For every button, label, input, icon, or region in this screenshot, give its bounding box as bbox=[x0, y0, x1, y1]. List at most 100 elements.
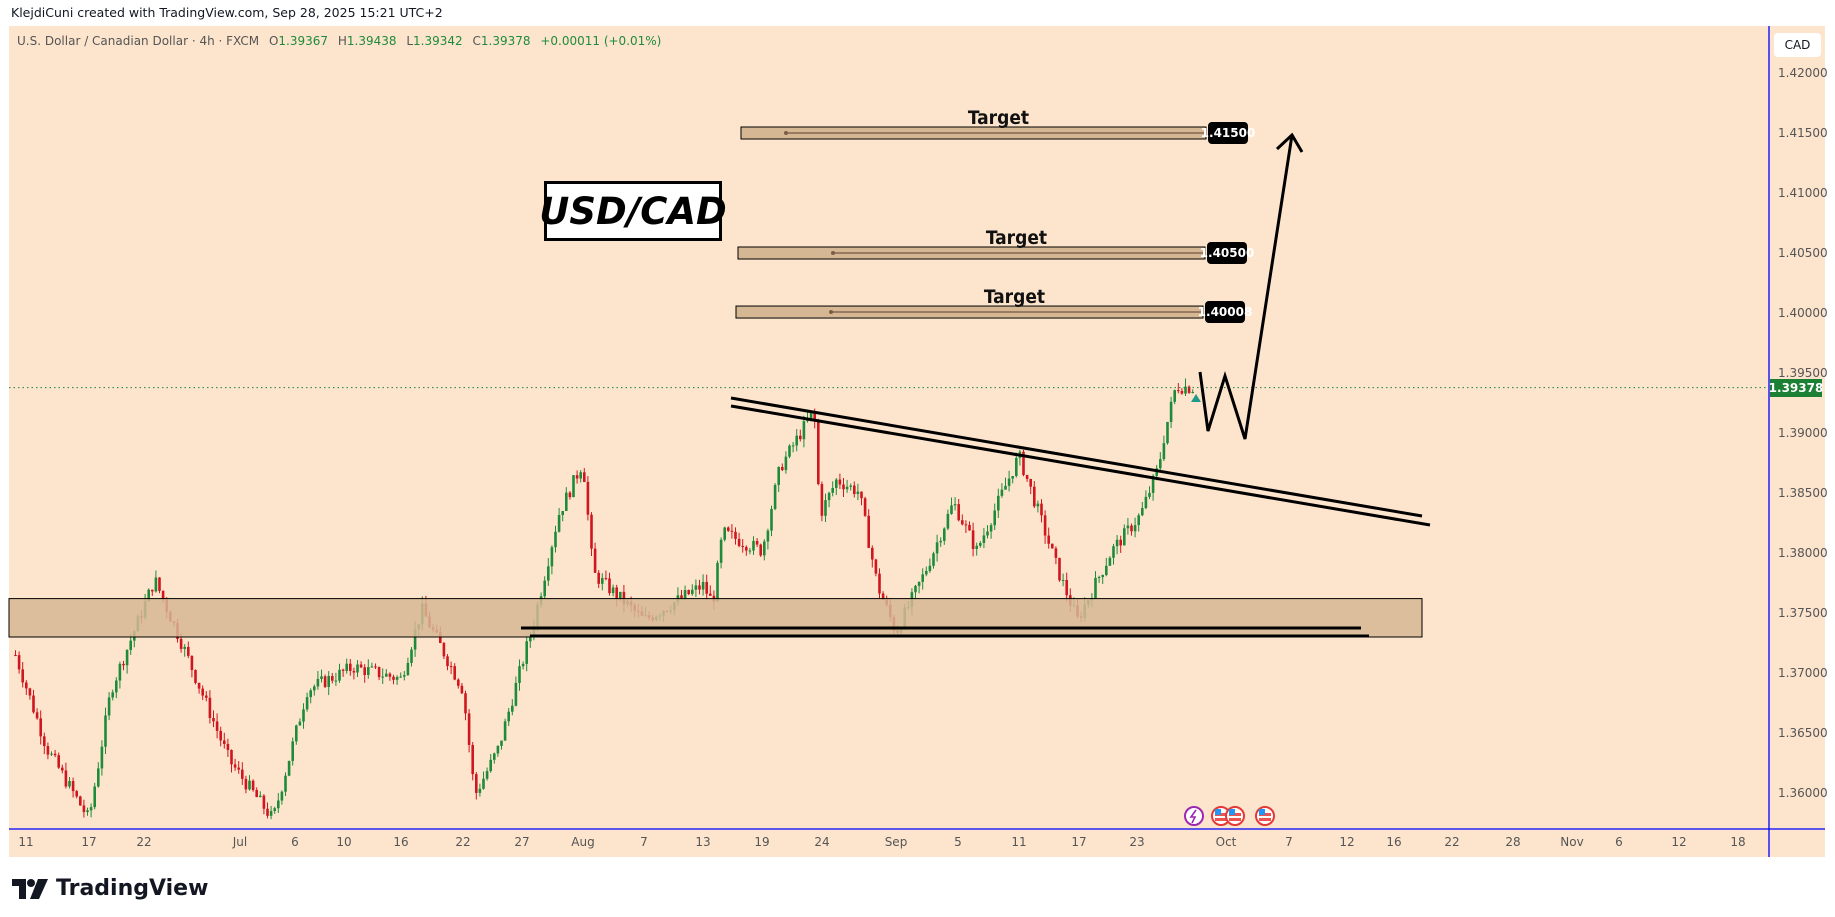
price-tick-label: 1.36000 bbox=[1778, 786, 1828, 800]
candle-body bbox=[464, 693, 467, 714]
candle-body bbox=[615, 587, 618, 599]
target-label[interactable]: Target bbox=[967, 107, 1030, 129]
time-tick-label: 5 bbox=[954, 835, 962, 849]
candle-body bbox=[601, 578, 604, 584]
candle-body bbox=[1123, 528, 1126, 546]
price-tick-label: 1.40000 bbox=[1778, 306, 1828, 320]
candle-body bbox=[543, 580, 546, 597]
candle-body bbox=[68, 780, 71, 787]
candle-body bbox=[716, 562, 719, 602]
currency-button[interactable]: CAD bbox=[1774, 33, 1821, 57]
candle-body bbox=[1097, 577, 1101, 579]
candle-body bbox=[338, 669, 341, 681]
candle-body bbox=[183, 646, 186, 649]
time-tick-label: 7 bbox=[1285, 835, 1293, 849]
candle-body bbox=[482, 778, 485, 789]
chart-credit: KlejdiCuni created with TradingView.com,… bbox=[11, 5, 443, 20]
candle-body bbox=[748, 550, 752, 552]
time-tick-label: 22 bbox=[1444, 835, 1460, 849]
candle-body bbox=[982, 535, 986, 543]
time-tick-label: 24 bbox=[814, 835, 830, 849]
time-tick-label: 16 bbox=[1386, 835, 1402, 849]
candle-body bbox=[608, 578, 611, 594]
time-tick-label: 16 bbox=[393, 835, 409, 849]
time-tick-label: Nov bbox=[1560, 835, 1584, 849]
candle-body bbox=[730, 530, 734, 532]
candle-body bbox=[881, 593, 885, 600]
candle-body bbox=[215, 721, 219, 731]
target-handle bbox=[784, 131, 788, 135]
candle-body bbox=[57, 755, 60, 768]
candle-body bbox=[345, 663, 348, 671]
us-flag-event-icon[interactable] bbox=[1225, 806, 1245, 826]
candle-body bbox=[590, 514, 593, 549]
candle-body bbox=[208, 697, 212, 718]
candle-body bbox=[1130, 525, 1133, 532]
candle-body bbox=[514, 682, 518, 706]
candle-body bbox=[53, 753, 57, 756]
time-tick-label: 22 bbox=[455, 835, 471, 849]
chart-area[interactable] bbox=[9, 26, 1825, 857]
time-tick-label: Sep bbox=[884, 835, 908, 849]
candle-body bbox=[61, 767, 64, 771]
candle-body bbox=[273, 808, 276, 811]
candle-body bbox=[835, 479, 838, 488]
candle-body bbox=[935, 542, 939, 554]
candle-body bbox=[399, 676, 402, 678]
candle-body bbox=[341, 669, 345, 671]
candle-body bbox=[503, 721, 507, 741]
candle-body bbox=[932, 553, 935, 566]
candle-body bbox=[529, 635, 532, 642]
candle-body bbox=[619, 591, 622, 599]
candle-body bbox=[320, 676, 323, 679]
candle-body bbox=[817, 421, 820, 485]
candle-body bbox=[921, 574, 924, 582]
candle-body bbox=[453, 666, 456, 680]
target-label[interactable]: Target bbox=[985, 227, 1048, 249]
candle-body bbox=[1141, 508, 1144, 516]
candle-body bbox=[446, 656, 449, 667]
candle-body bbox=[392, 676, 395, 680]
lightning-event-icon[interactable] bbox=[1184, 806, 1204, 826]
candle-body bbox=[694, 585, 698, 590]
price-tick-label: 1.42000 bbox=[1778, 66, 1828, 80]
candle-body bbox=[79, 796, 82, 806]
target-label[interactable]: Target bbox=[983, 286, 1046, 309]
flag-stripe bbox=[1229, 818, 1241, 821]
candle-body bbox=[349, 663, 352, 671]
flag-canton bbox=[1259, 809, 1265, 815]
time-tick-label: 12 bbox=[1671, 835, 1687, 849]
candle-body bbox=[1011, 476, 1014, 479]
candle-body bbox=[1015, 457, 1018, 477]
us-flag-event-icon[interactable] bbox=[1255, 806, 1275, 826]
flag-stripe bbox=[1259, 818, 1271, 821]
candle-body bbox=[266, 808, 269, 816]
low-value: 1.39342 bbox=[413, 34, 463, 48]
high-value: 1.39438 bbox=[346, 34, 397, 48]
candle-body bbox=[874, 559, 878, 574]
candle-body bbox=[496, 745, 500, 754]
usdcad-title-annotation[interactable]: USD/CAD bbox=[539, 181, 727, 241]
candle-body bbox=[39, 718, 42, 737]
candle-body bbox=[50, 753, 53, 755]
price-tick-label: 1.37000 bbox=[1778, 666, 1828, 680]
candle-body bbox=[230, 749, 233, 765]
candles bbox=[14, 378, 1194, 820]
candle-body bbox=[946, 513, 950, 529]
flag-canton bbox=[1229, 809, 1235, 815]
time-tick-label: 11 bbox=[1011, 835, 1027, 849]
candle-body bbox=[683, 590, 687, 599]
candle-body bbox=[989, 525, 993, 532]
candle-body bbox=[122, 663, 125, 666]
time-tick-label: 6 bbox=[1615, 835, 1623, 849]
candle-body bbox=[813, 411, 816, 422]
descending-trendline bbox=[730, 396, 1423, 518]
candle-body bbox=[327, 676, 330, 687]
candle-body bbox=[449, 666, 453, 668]
candle-body bbox=[413, 629, 417, 650]
candle-body bbox=[788, 445, 791, 457]
candle-body bbox=[75, 791, 78, 797]
tradingview-logo[interactable]: TradingView bbox=[12, 876, 208, 901]
candle-body bbox=[1025, 474, 1029, 479]
